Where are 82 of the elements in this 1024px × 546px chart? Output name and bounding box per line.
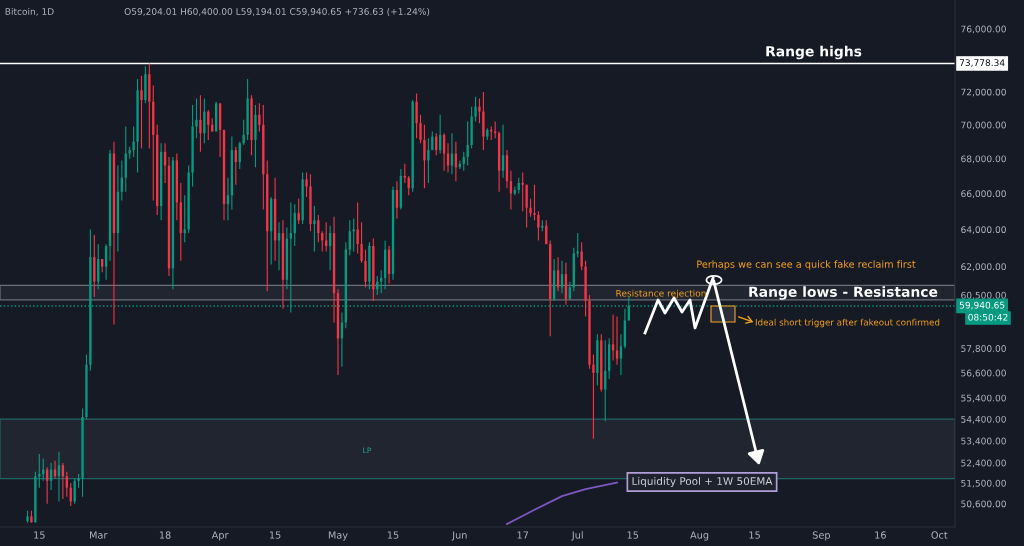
candlestick xyxy=(403,163,406,184)
candlestick xyxy=(525,184,528,229)
x-tick-label: May xyxy=(328,531,348,541)
candlestick xyxy=(533,184,536,221)
candlestick xyxy=(427,137,430,184)
x-tick-label: 15 xyxy=(34,531,45,539)
y-tick-label: 52,400.00 xyxy=(961,459,1006,468)
candlestick xyxy=(242,119,245,146)
candlestick xyxy=(73,478,76,505)
candlestick xyxy=(352,217,355,253)
y-tick-label: 64,000.00 xyxy=(961,226,1006,234)
candlestick xyxy=(356,201,359,254)
x-tick-label: Jun xyxy=(451,531,467,541)
y-tick-label: 53,400.00 xyxy=(961,437,1006,446)
x-tick-label: 17 xyxy=(517,531,529,539)
candlestick xyxy=(364,249,367,288)
candlestick xyxy=(466,120,469,167)
candlestick xyxy=(26,510,29,524)
annotation: Ideal short trigger after fakeout confirmed xyxy=(755,318,940,328)
candlestick xyxy=(140,75,143,149)
y-tick-label: 55,400.00 xyxy=(961,394,1006,403)
annotation: Liquidity Pool + 1W 50EMA xyxy=(632,476,773,488)
text: Bitcoin, 1D xyxy=(5,7,54,16)
candlestick xyxy=(81,407,84,498)
x-tick-label: Sep xyxy=(812,531,831,541)
y-tick-label: 57,800.00 xyxy=(961,345,1006,353)
x-tick-label: 15 xyxy=(627,531,639,539)
x-tick-label: Jul xyxy=(571,531,583,541)
candlestick xyxy=(250,94,253,156)
y-tick-label: 66,000.00 xyxy=(961,190,1006,198)
annotation: Resistance rejection xyxy=(616,289,706,299)
candlestick xyxy=(309,173,312,232)
band-label: Range lows - Resistance xyxy=(749,286,938,300)
y-tick-label: 50,600.00 xyxy=(961,500,1006,509)
x-tick-label: 15 xyxy=(387,531,399,539)
candlestick xyxy=(509,170,513,211)
candlestick xyxy=(419,114,422,144)
candlestick xyxy=(317,214,320,243)
ref-line-label: 59,940.65 xyxy=(959,301,1005,310)
candlestick xyxy=(537,210,540,241)
y-tick-label: 76,000.00 xyxy=(961,25,1006,34)
candlestick xyxy=(474,96,477,123)
line-series xyxy=(506,481,618,525)
annotation: Perhaps we can see a quick fake reclaim first xyxy=(697,260,916,270)
candlestick xyxy=(305,171,308,198)
y-tick-label: 68,000.00 xyxy=(961,155,1006,164)
candlestick xyxy=(199,94,202,153)
y-tick-label: 60,500.00 xyxy=(961,291,1006,300)
candlestick xyxy=(615,315,619,366)
candlestick xyxy=(521,171,524,212)
y-tick-label: 70,000.00 xyxy=(961,121,1006,130)
x-tick-label: Oct xyxy=(931,531,948,539)
candlestick xyxy=(325,221,328,253)
candlestick xyxy=(195,97,198,139)
x-tick-label: 18 xyxy=(159,531,171,539)
candlestick xyxy=(478,97,481,124)
candlestick xyxy=(203,97,206,144)
candlestick xyxy=(258,102,261,133)
candlestick xyxy=(592,353,595,440)
x-tick-label: Aug xyxy=(690,531,709,541)
candlestick xyxy=(313,205,316,253)
x-tick-label: Apr xyxy=(211,531,229,541)
x-tick-label: 15 xyxy=(749,531,760,539)
text: O59,204.01 H60,400.00 L59,194.01 C59,940.65 +736.63 (+1.24%) xyxy=(124,7,430,16)
annotation: Range highs xyxy=(766,45,862,60)
y-tick-label: 51,500.00 xyxy=(961,479,1006,488)
y-tick-label: 56,600.00 xyxy=(961,369,1006,378)
y-tick-label: 72,000.00 xyxy=(961,88,1006,97)
x-tick-label: 15 xyxy=(269,531,281,539)
y-tick-label: 54,400.00 xyxy=(961,415,1006,424)
text: 08:50:42 xyxy=(968,313,1008,321)
candlestick xyxy=(132,125,135,158)
y-tick-label: 62,000.00 xyxy=(961,263,1006,271)
x-tick-label: Mar xyxy=(90,531,108,539)
candlestick xyxy=(415,93,418,139)
ref-line-label: 73,778.34 xyxy=(959,59,1005,67)
candlestick xyxy=(588,294,591,370)
candlestick xyxy=(619,333,623,376)
candlestick xyxy=(423,124,426,189)
candlestick xyxy=(580,241,583,271)
candlestick xyxy=(360,221,363,264)
x-tick-label: 16 xyxy=(875,531,886,539)
